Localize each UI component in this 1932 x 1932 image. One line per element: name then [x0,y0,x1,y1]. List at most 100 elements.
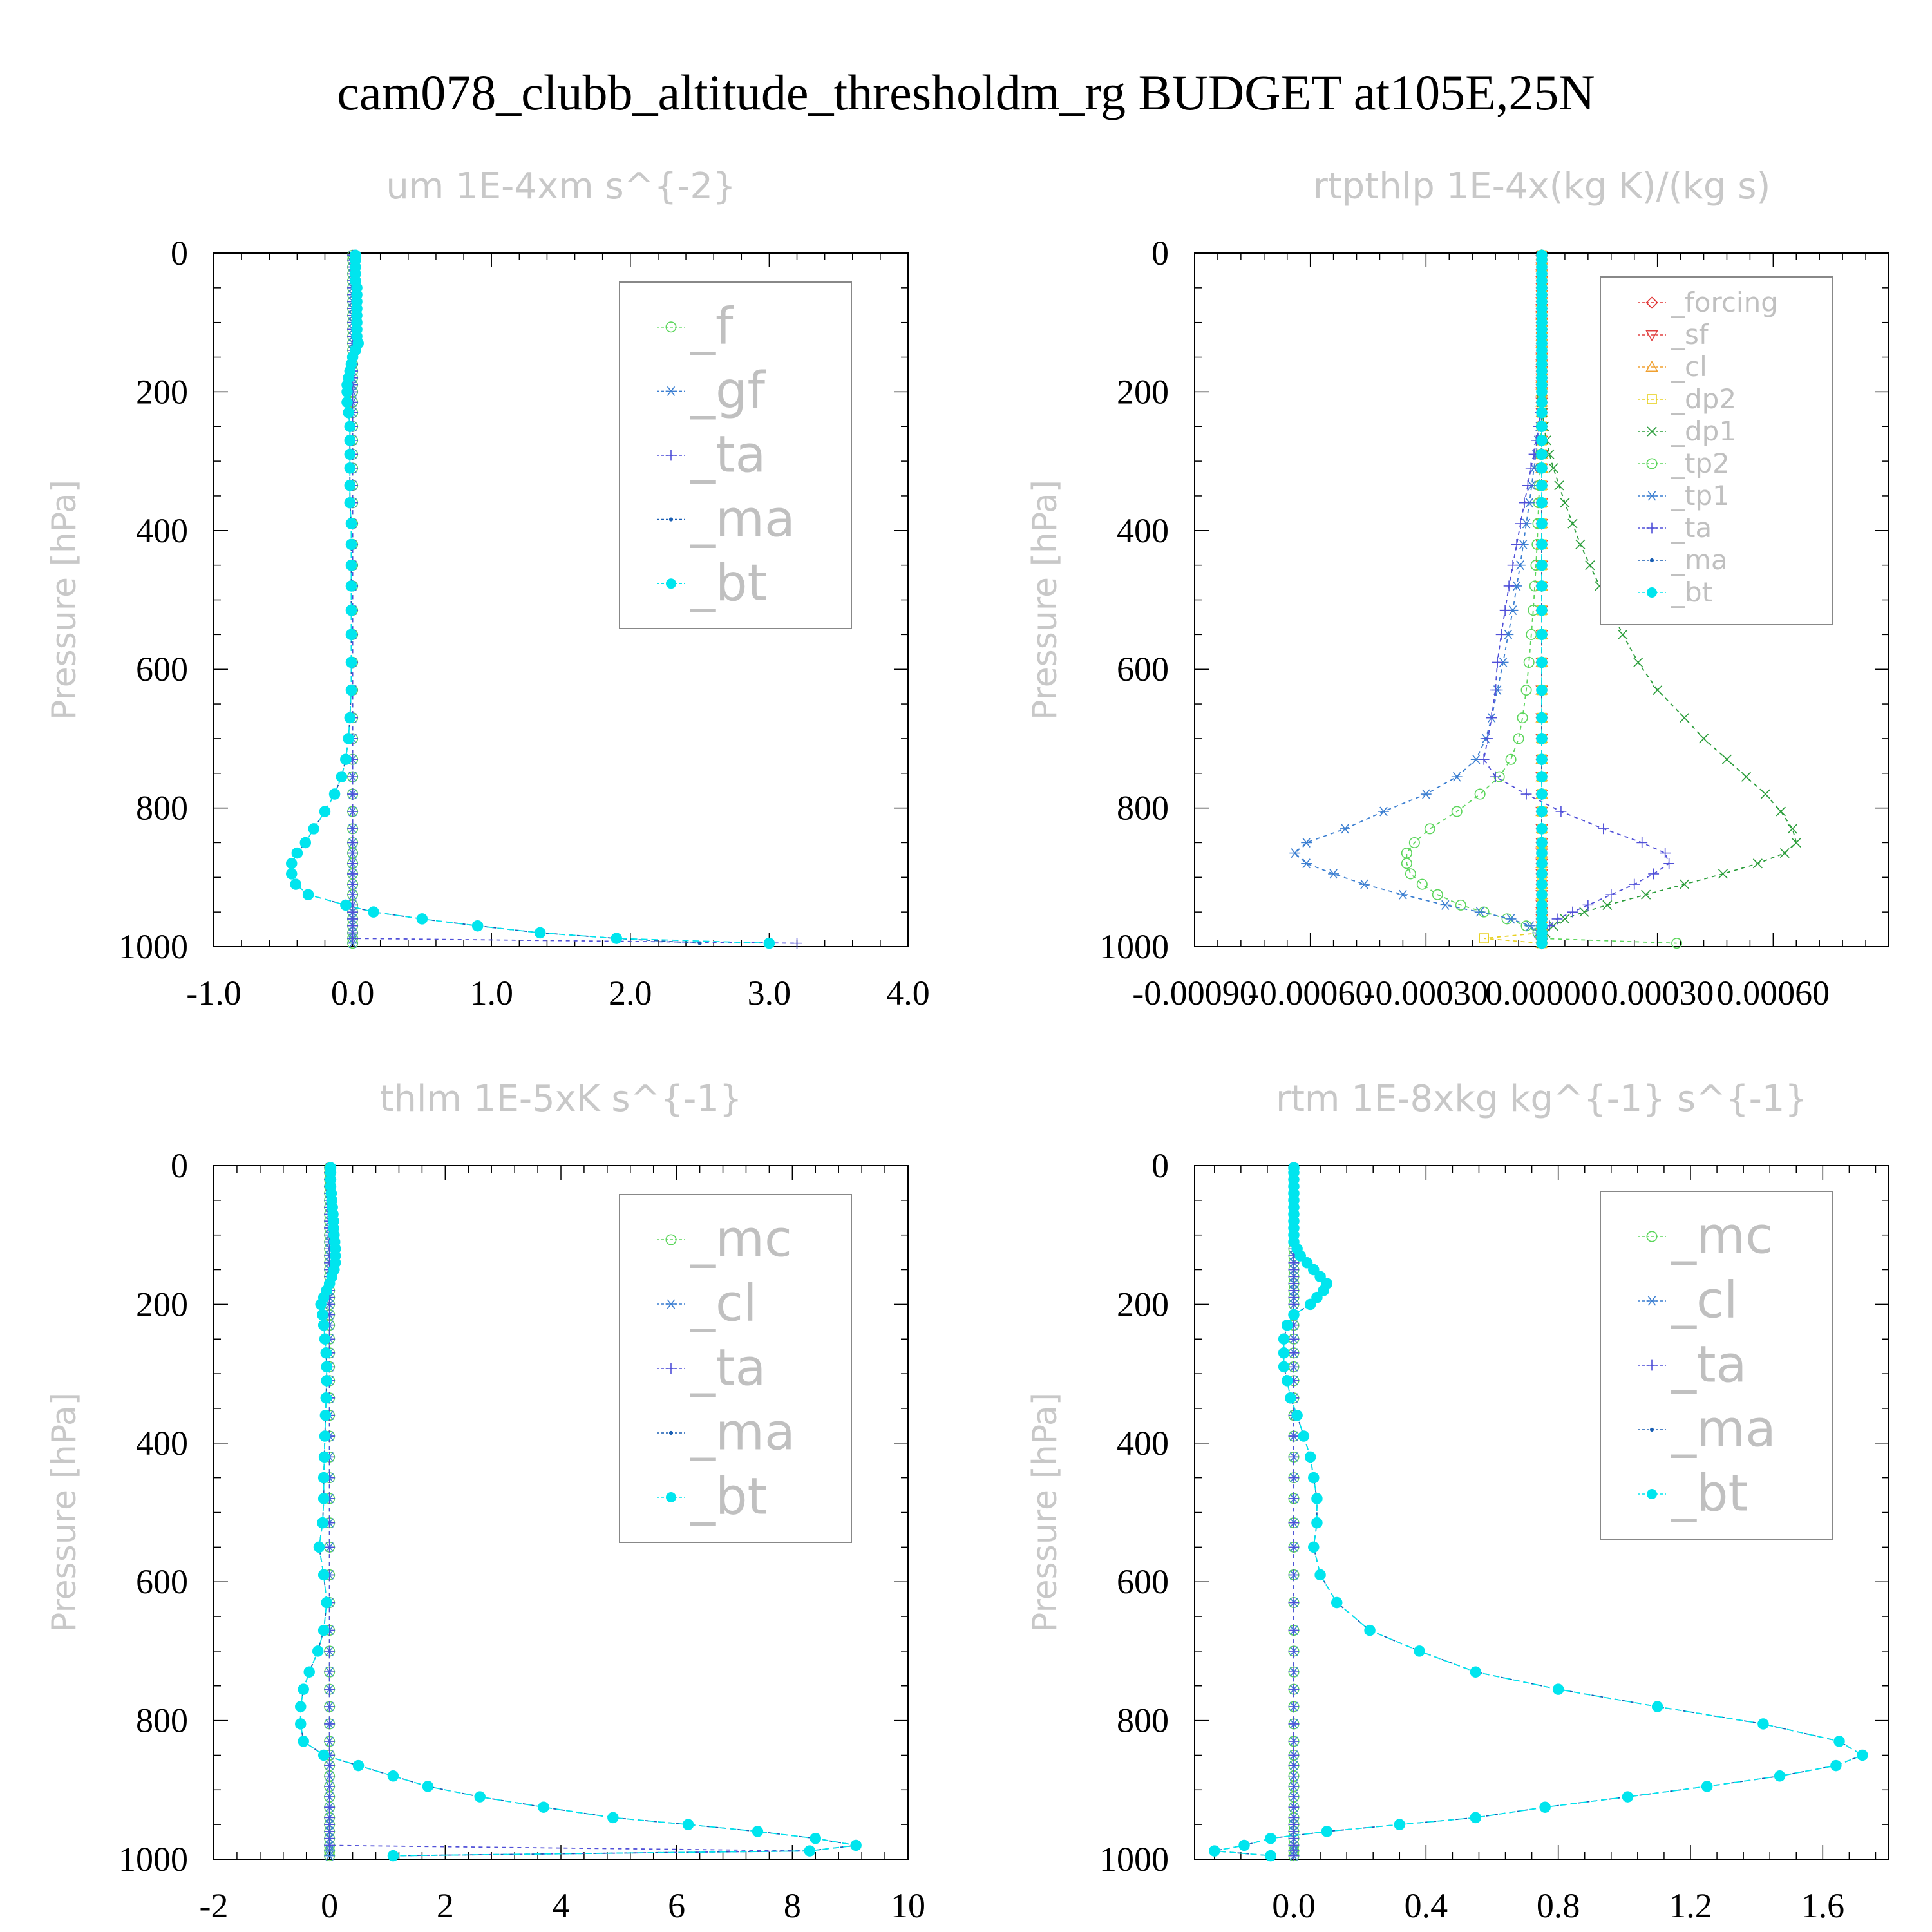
data-point [303,1666,315,1678]
x-tick-label: 10 [891,1886,925,1925]
data-point [368,906,379,918]
data-point [1536,753,1548,765]
data-point [1741,772,1751,782]
data-point [1560,914,1570,924]
data-point [1278,1333,1290,1345]
data-point [319,1430,331,1442]
y-tick-label: 0 [171,1146,188,1185]
y-tick-label: 1000 [118,1840,188,1879]
data-point [1536,733,1548,744]
x-tick-label: 1.0 [469,974,513,1012]
y-axis-label: Pressure [hPa] [1026,1392,1065,1633]
data-point [1401,858,1412,869]
legend-label: _bt [690,554,767,612]
data-point [315,1298,327,1311]
data-point [343,733,354,744]
data-point [1522,480,1533,491]
chart-panel-1: um 1E-4xm s^{-2} Pressure [hPa] 0 200 400 600… [45,166,930,1012]
data-point [1408,837,1420,848]
data-point [1416,878,1428,890]
data-point [1551,913,1563,925]
y-tick-label: 400 [136,511,188,550]
data-point [1470,1812,1482,1824]
data-point [1536,684,1548,696]
data-point [318,1451,330,1463]
y-tick-label: 200 [1117,372,1169,411]
data-point [1288,1451,1300,1463]
data-point [1721,754,1732,764]
data-point [324,1645,336,1657]
y-tick-label: 400 [136,1424,188,1463]
legend-marker [665,1234,677,1245]
data-point [471,920,484,932]
data-point [1314,1271,1326,1283]
data-point [1552,1683,1564,1695]
data-point [317,1749,330,1761]
y-tick-label: 1000 [1099,927,1169,966]
data-point [1567,518,1578,529]
data-point [343,406,354,419]
data-point [534,927,546,939]
y-ticks: 0 200 400 600 800 1000 [118,234,908,966]
data-point [1311,1291,1323,1303]
data-point [324,1851,336,1861]
data-point [474,1791,486,1803]
data-point [1482,733,1493,744]
legend-label: _ma [1671,544,1728,576]
data-point [347,848,358,859]
data-point [1525,462,1537,474]
data-point [344,712,356,724]
data-point [324,1718,336,1730]
data-point [850,1839,862,1852]
y-ticks: 0 200 400 600 800 1000 [118,1146,908,1879]
data-point [1698,734,1709,744]
data-point [1311,1493,1323,1504]
data-point [1265,1850,1276,1862]
legend-marker [666,1492,676,1502]
data-point [347,823,358,835]
data-point [1536,462,1548,474]
data-point [321,1375,332,1387]
data-point [1451,806,1463,817]
data-point [387,1850,399,1862]
data-point [1857,1749,1868,1761]
legend: _f _gf _ta _ma _bt [619,281,852,629]
data-point [324,1683,336,1695]
data-point [1680,713,1690,723]
data-point [1265,1832,1276,1844]
data-point [1340,824,1350,834]
data-point [1618,629,1628,639]
data-point [1567,906,1578,918]
figure-title: cam078_clubb_altitude_thresholdm_rg BUDG… [337,64,1595,120]
data-point [1288,1750,1300,1761]
data-point [1663,858,1675,869]
data-point [1536,386,1548,398]
data-point [1536,878,1548,890]
data-point [1439,900,1451,910]
data-point [1492,657,1503,668]
x-tick-label: 4.0 [886,974,930,1012]
legend-marker [1646,458,1658,469]
legend-marker [1646,1231,1658,1242]
legend-label: _tp1 [1671,480,1730,511]
data-point [1288,1361,1300,1372]
y-tick-label: 600 [1117,650,1169,688]
data-point [1490,771,1501,782]
legend-label: _bt [1671,576,1712,608]
panel-title: rtpthlp 1E-4x(kg K)/(kg s) [1313,166,1771,207]
data-point [1718,869,1728,879]
y-axis-label: Pressure [hPa] [1026,480,1065,720]
data-point [352,1759,365,1772]
data-point [1301,837,1312,848]
x-tick-label: 4 [553,1886,570,1925]
x-tick-label: 6 [668,1886,685,1925]
data-point [1536,771,1548,782]
data-point [319,1333,331,1345]
data-point [1536,847,1548,859]
data-point [295,1718,307,1730]
data-point [1536,518,1548,529]
data-point [344,462,356,474]
data-point [1405,868,1416,880]
data-point [1478,753,1490,765]
legend-marker [668,517,674,522]
